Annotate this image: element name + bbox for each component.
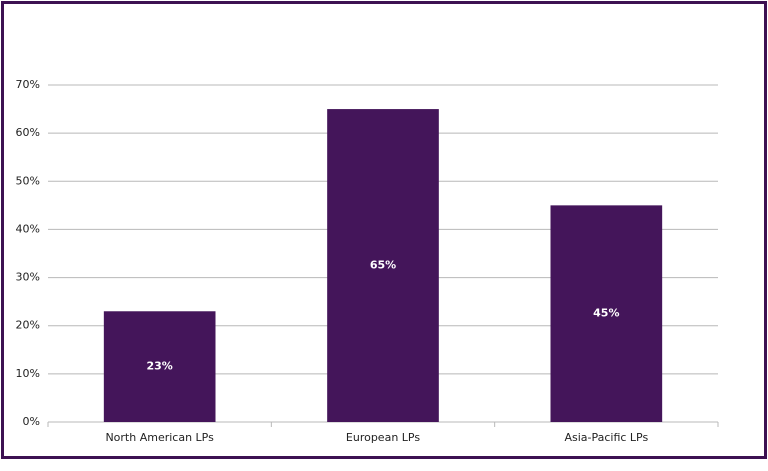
value-label: 45% xyxy=(593,307,619,320)
value-label: 65% xyxy=(370,259,396,272)
y-tick-label: 40% xyxy=(16,222,40,235)
x-tick-label: Asia-Pacific LPs xyxy=(564,431,648,444)
x-tick-label: European LPs xyxy=(346,431,420,444)
y-tick-label: 20% xyxy=(16,319,40,332)
bar xyxy=(327,109,439,423)
y-tick-label: 10% xyxy=(16,367,40,380)
y-tick-label: 30% xyxy=(16,271,40,284)
y-tick-label: 60% xyxy=(16,126,40,139)
y-tick-label: 0% xyxy=(23,415,40,428)
x-tick-label: North American LPs xyxy=(105,431,214,444)
y-tick-label: 70% xyxy=(16,78,40,91)
value-label: 23% xyxy=(146,360,172,373)
y-tick-label: 50% xyxy=(16,174,40,187)
bar xyxy=(103,311,216,422)
bar xyxy=(550,205,663,422)
